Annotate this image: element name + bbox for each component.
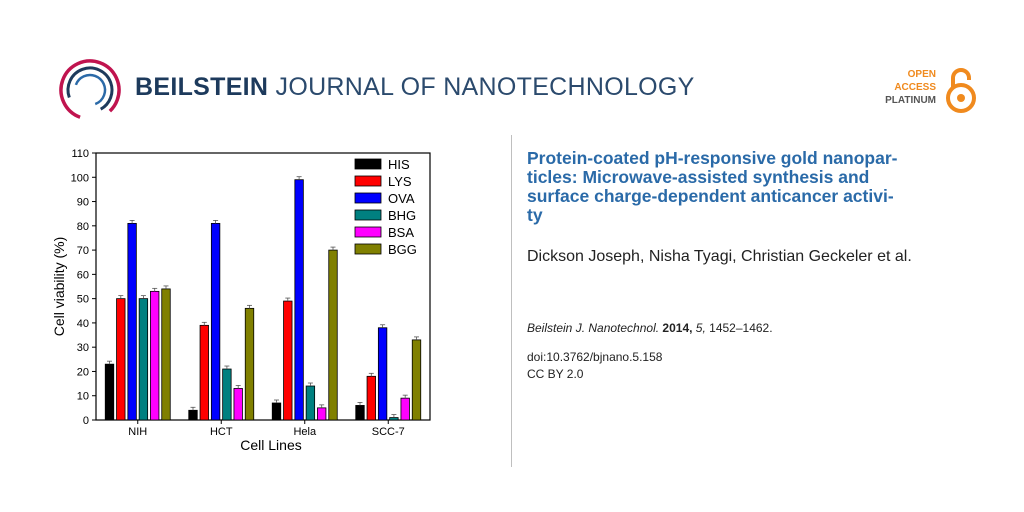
bar [244, 307, 255, 421]
bar [210, 222, 221, 421]
citation-volume: 5, [695, 321, 706, 335]
bar [283, 300, 293, 421]
y-tick-label: 80 [77, 221, 89, 233]
y-tick-label: 10 [77, 391, 89, 403]
citation-pages: 1452–1462. [709, 321, 773, 335]
legend-label: BGG [388, 242, 417, 257]
article-authors: Dickson Joseph, Nisha Tyagi, Christian G… [527, 248, 912, 265]
journal-name-bold: BEILSTEIN [135, 73, 269, 101]
article-title-line: ticles: Microwave-assisted synthesis and [527, 167, 870, 187]
open-access-line-3: PLATINUM [885, 95, 936, 106]
bar [317, 407, 327, 421]
y-tick-label: 70 [77, 245, 89, 257]
y-axis-label: Cell viability (%) [51, 237, 67, 337]
x-tick-label: Hela [293, 426, 317, 438]
y-tick-label: 60 [77, 269, 89, 281]
article-citation: Beilstein J. Nanotechnol. 2014, 5, 1452–… [527, 321, 773, 335]
bar [150, 290, 160, 421]
plot-frame [95, 152, 431, 421]
legend-label: OVA [388, 191, 415, 206]
bar [161, 288, 171, 421]
open-access-badge: OPEN ACCESS PLATINUM [868, 66, 978, 114]
bar [233, 388, 243, 421]
y-tick-label: 30 [77, 342, 89, 354]
y-tick-label: 50 [77, 294, 89, 306]
bar [138, 298, 149, 421]
open-lock-icon [946, 68, 976, 113]
bar [104, 363, 115, 421]
bar [305, 385, 316, 421]
x-axis-label: Cell Lines [240, 437, 301, 453]
y-tick-label: 0 [83, 415, 89, 427]
bar [294, 179, 304, 421]
article-title-line: ty [527, 205, 543, 225]
bar [116, 298, 126, 421]
article-title-line: surface charge-dependent anticancer acti… [527, 186, 894, 206]
bar [222, 368, 232, 421]
legend-label: BHG [388, 208, 416, 223]
y-tick-label: 100 [71, 172, 89, 184]
bar [366, 375, 376, 421]
legend-label: HIS [388, 157, 410, 172]
citation-journal: Beilstein J. Nanotechnol. [527, 321, 660, 335]
bar [127, 222, 137, 421]
article-doi[interactable]: doi:10.3762/bjnano.5.158 [527, 350, 663, 364]
open-access-line-1: OPEN [907, 69, 936, 80]
legend-swatch [354, 158, 382, 170]
vertical-divider [511, 135, 512, 467]
legend-swatch [354, 175, 382, 187]
article-title-line: Protein-coated pH-responsive gold nanopa… [527, 148, 898, 168]
y-tick-label: 20 [77, 366, 89, 378]
bar [199, 324, 209, 421]
legend-label: LYS [388, 174, 412, 189]
x-tick-label: HCT [210, 426, 233, 438]
bar [400, 397, 410, 421]
legend-swatch [354, 209, 382, 221]
bar [411, 339, 422, 421]
bar [389, 417, 399, 421]
bar-chart: 0 10 20 30 40 50 60 70 80 90 100 110 Cell viability … [51, 148, 431, 453]
x-tick-label: SCC-7 [372, 426, 405, 438]
article-title[interactable]: Protein-coated pH-responsive gold nanopa… [527, 149, 972, 225]
citation-year: 2014, [662, 321, 693, 335]
legend-label: BSA [388, 225, 414, 240]
article-license[interactable]: CC BY 2.0 [527, 367, 584, 381]
x-tick-label: NIH [128, 426, 147, 438]
bar [355, 405, 365, 421]
journal-name: BEILSTEIN JOURNAL OF NANOTECHNOLOGY [135, 73, 695, 102]
legend-swatch [354, 243, 382, 255]
y-tick-label: 40 [77, 318, 89, 330]
bar [271, 402, 282, 421]
legend-swatch [354, 192, 382, 204]
bar [188, 409, 198, 421]
beilstein-logo-icon [59, 59, 121, 121]
bar [328, 249, 338, 421]
y-tick-label: 110 [71, 148, 89, 160]
y-tick-label: 90 [77, 197, 89, 209]
legend-swatch [354, 226, 382, 238]
open-access-text: OPEN ACCESS PLATINUM [885, 68, 936, 107]
bar [377, 327, 388, 421]
open-access-line-2: ACCESS [894, 82, 936, 93]
journal-name-light: JOURNAL OF NANOTECHNOLOGY [275, 73, 695, 101]
figure-chart: 0 10 20 30 40 50 60 70 80 90 100 110 Cell viability … [50, 145, 450, 455]
